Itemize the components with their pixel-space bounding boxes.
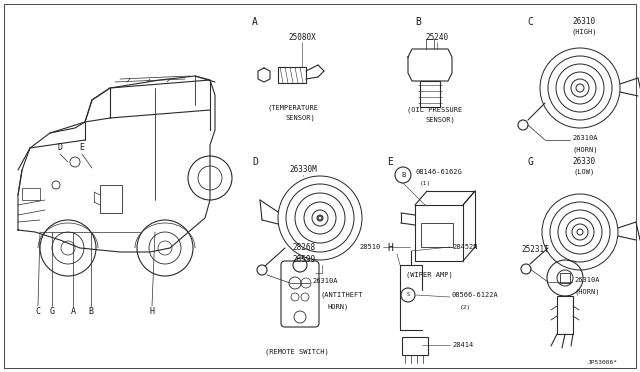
Text: B: B <box>401 172 405 178</box>
Text: SENSOR): SENSOR) <box>425 117 455 123</box>
Text: JP53006*: JP53006* <box>588 359 618 365</box>
Text: E: E <box>387 157 393 167</box>
Text: 25080X: 25080X <box>288 33 316 42</box>
Text: D: D <box>252 157 258 167</box>
Text: 26330M: 26330M <box>289 166 317 174</box>
Text: 28414: 28414 <box>452 342 473 348</box>
Text: 25231T: 25231T <box>521 246 549 254</box>
Text: 28452N: 28452N <box>452 244 477 250</box>
Text: SENSOR): SENSOR) <box>285 115 315 121</box>
Bar <box>415 205 463 261</box>
Text: (WIPER AMP): (WIPER AMP) <box>406 272 452 278</box>
Text: HORN): HORN) <box>328 304 349 310</box>
Text: 26310A: 26310A <box>572 135 598 141</box>
Text: 26310A: 26310A <box>574 277 600 283</box>
Bar <box>402 337 428 355</box>
Text: B: B <box>415 17 421 27</box>
Text: (HORN): (HORN) <box>572 147 598 153</box>
Text: A: A <box>70 308 76 317</box>
Text: G: G <box>527 157 533 167</box>
Text: (REMOTE SWITCH): (REMOTE SWITCH) <box>265 349 329 355</box>
Text: C: C <box>35 308 40 317</box>
Text: D: D <box>58 144 63 153</box>
Text: 28510: 28510 <box>360 244 381 250</box>
Text: (TEMPERATURE: (TEMPERATURE <box>268 105 319 111</box>
Text: B: B <box>88 308 93 317</box>
Text: E: E <box>79 144 84 153</box>
Bar <box>557 296 573 334</box>
Bar <box>420 81 440 107</box>
Text: (LOW): (LOW) <box>573 169 595 175</box>
Text: A: A <box>252 17 258 27</box>
Text: (ANTITHEFT: (ANTITHEFT <box>320 292 362 298</box>
Bar <box>421 223 453 247</box>
Text: (OIL PRESSURE: (OIL PRESSURE <box>408 107 463 113</box>
Text: G: G <box>49 308 54 317</box>
Text: H: H <box>150 308 154 317</box>
Text: S: S <box>406 292 410 298</box>
Text: (2): (2) <box>460 305 471 310</box>
Text: 08566-6122A: 08566-6122A <box>452 292 499 298</box>
Text: C: C <box>527 17 533 27</box>
Text: (1): (1) <box>420 180 431 186</box>
Text: 28599: 28599 <box>292 254 315 263</box>
Text: 26330: 26330 <box>572 157 596 167</box>
Text: 25240: 25240 <box>426 33 449 42</box>
Bar <box>278 67 306 83</box>
Text: 26310: 26310 <box>572 17 596 26</box>
Text: 28268: 28268 <box>292 244 316 253</box>
Text: 26310A: 26310A <box>312 278 337 284</box>
Bar <box>22 188 40 200</box>
Text: H: H <box>387 243 393 253</box>
Text: (HORN): (HORN) <box>574 289 600 295</box>
Bar <box>560 273 570 283</box>
Text: (HIGH): (HIGH) <box>572 29 596 35</box>
Bar <box>100 185 122 213</box>
Text: 08146-6162G: 08146-6162G <box>415 169 461 175</box>
